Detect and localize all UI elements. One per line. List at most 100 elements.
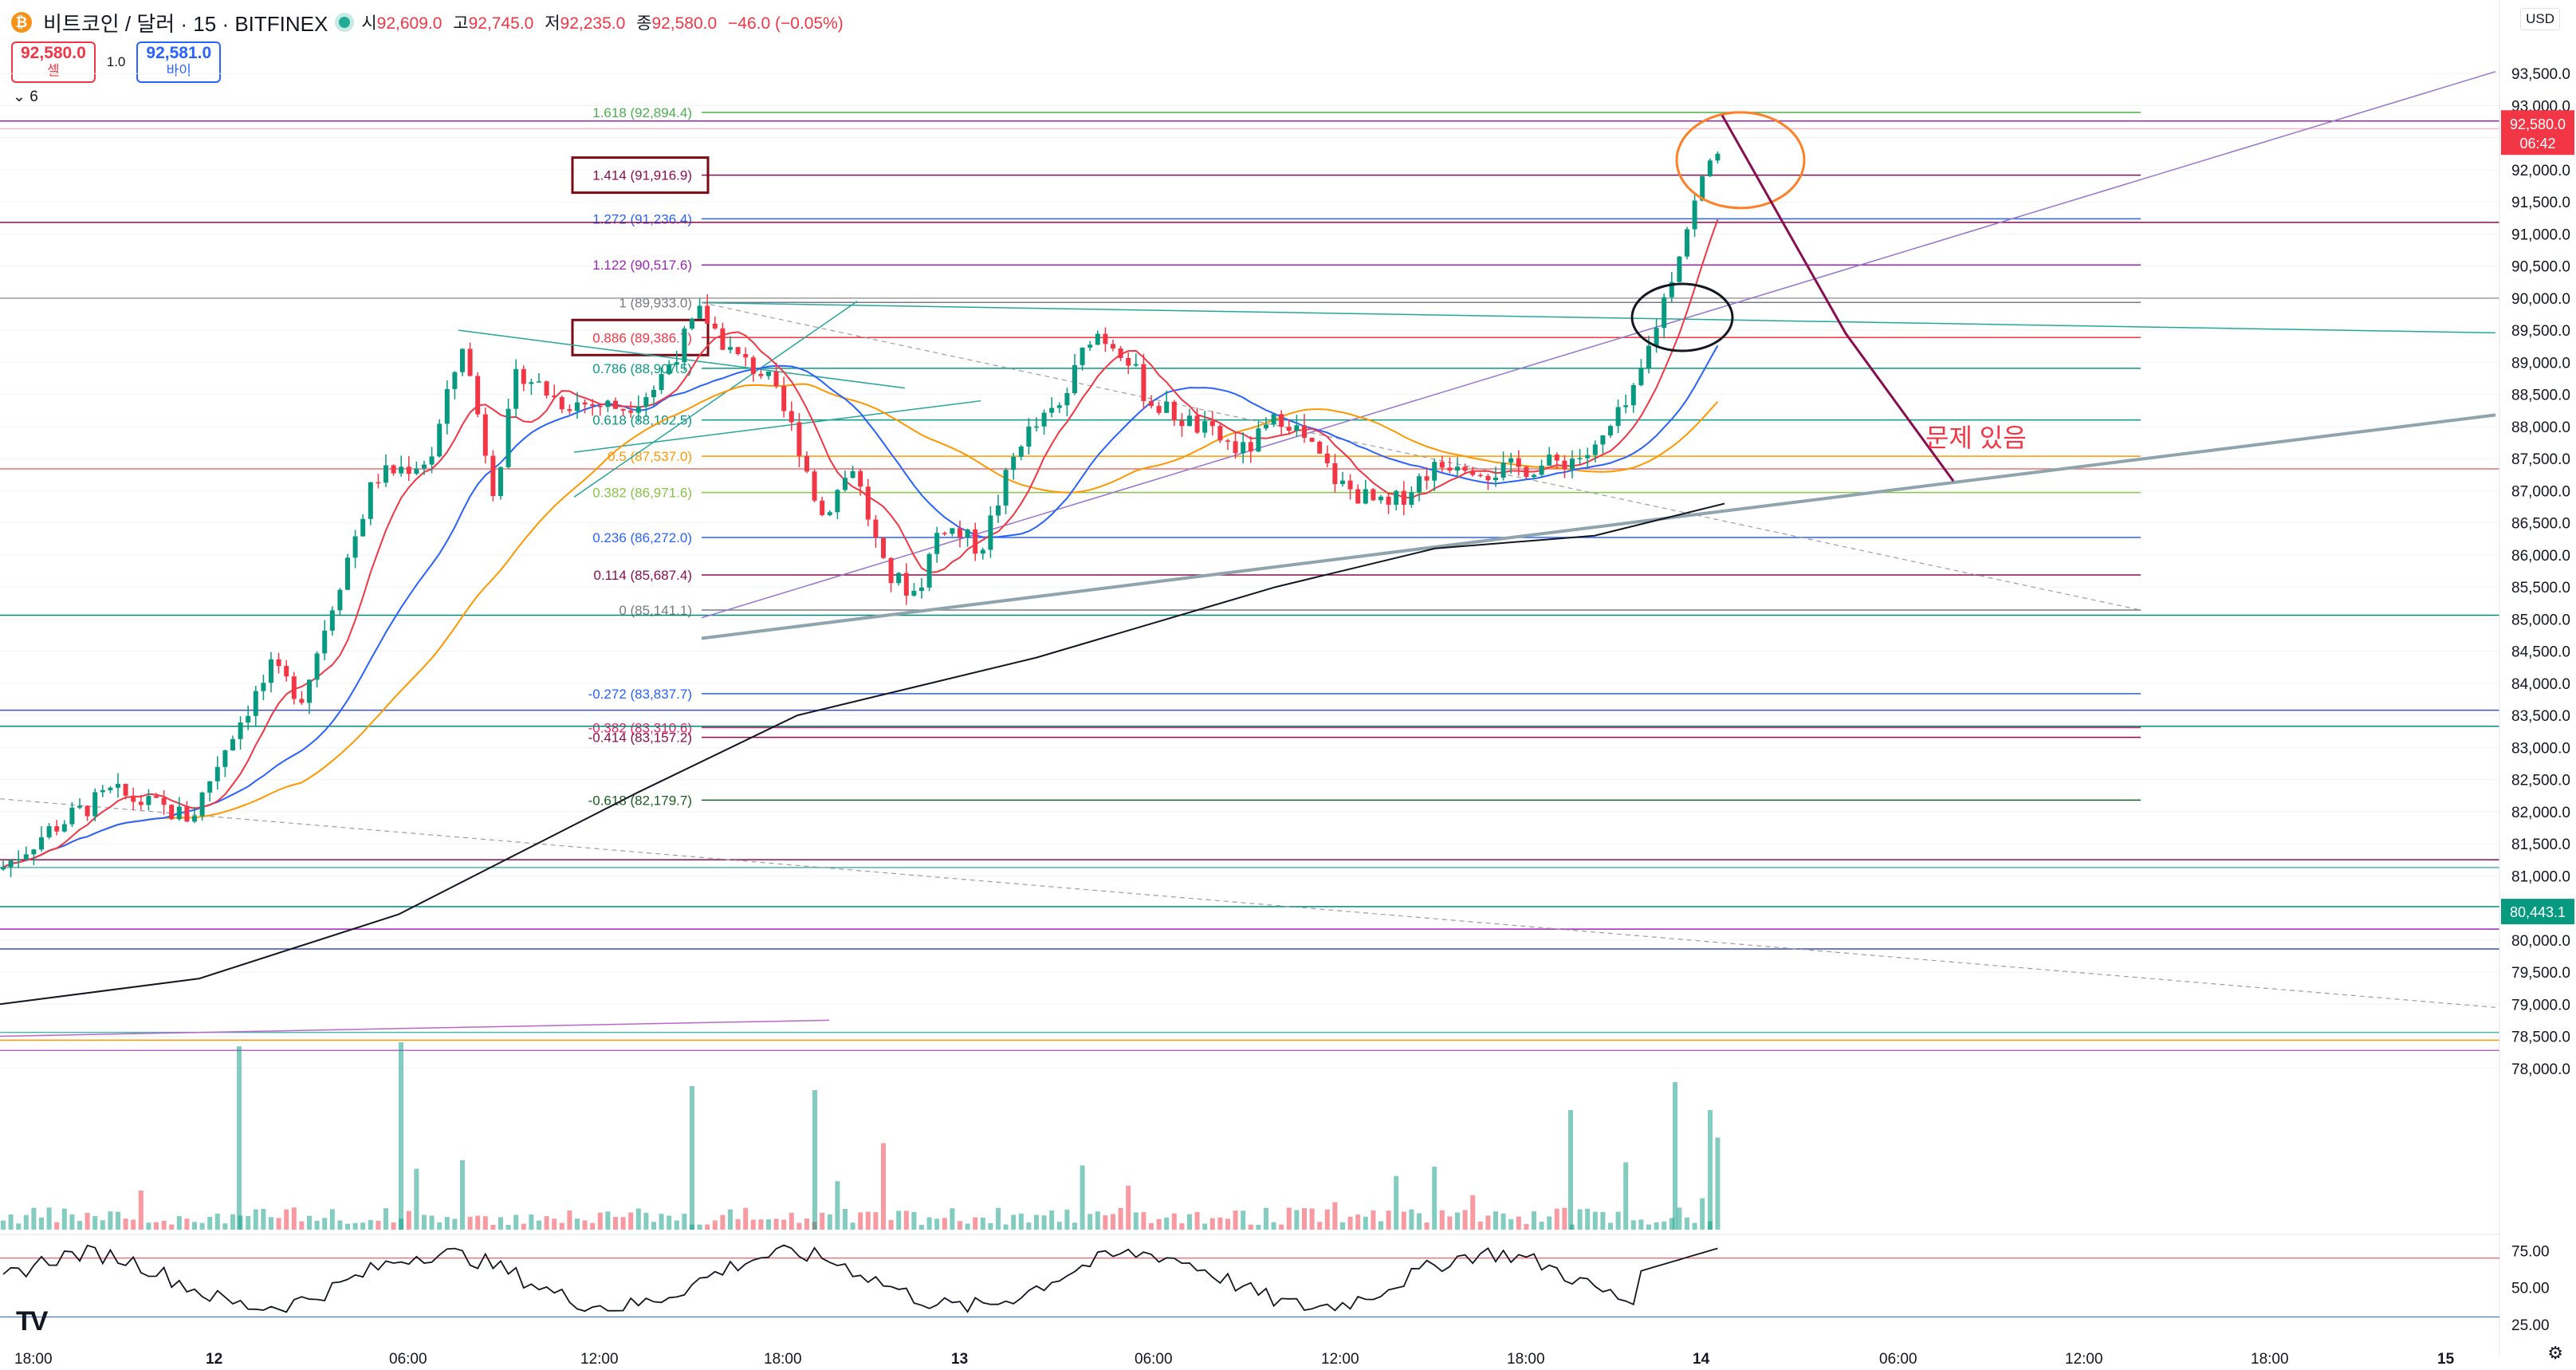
volume-bar xyxy=(429,1215,435,1230)
volume-bar xyxy=(1394,1175,1399,1230)
candle-body xyxy=(835,490,840,513)
candle-body xyxy=(942,533,947,534)
candle-body xyxy=(1477,474,1483,477)
rsi-tick: 50.00 xyxy=(2511,1281,2550,1297)
candle-body xyxy=(31,849,37,855)
volume-bar xyxy=(521,1223,526,1230)
volume-bar xyxy=(1532,1211,1536,1230)
volume-bar xyxy=(46,1207,52,1230)
volume-bar xyxy=(628,1212,634,1230)
candle-body xyxy=(1401,490,1406,505)
volume-bar xyxy=(116,1211,120,1230)
volume-bar xyxy=(911,1211,917,1230)
volume-bar xyxy=(307,1215,312,1230)
volume-bar xyxy=(1241,1211,1246,1230)
volume-bar xyxy=(1095,1211,1100,1230)
volume-bar xyxy=(950,1208,955,1230)
candle-body xyxy=(291,676,297,699)
volume-bar xyxy=(391,1222,396,1230)
candle-body xyxy=(934,533,940,554)
volume-bar xyxy=(1500,1213,1506,1230)
time-tick: 06:00 xyxy=(1135,1351,1173,1368)
candle-body xyxy=(1064,392,1070,406)
volume-bar xyxy=(728,1209,733,1230)
candle-body xyxy=(1149,401,1154,407)
candle-body xyxy=(850,470,855,478)
candle-body xyxy=(697,305,702,319)
gear-icon[interactable]: ⚙ xyxy=(2547,1343,2563,1363)
candle-body xyxy=(597,405,603,407)
volume-bar xyxy=(444,1217,450,1230)
candle-body xyxy=(559,397,564,410)
candle-body xyxy=(529,382,534,384)
price-tick: 85,500.0 xyxy=(2511,580,2570,596)
trend-line xyxy=(0,1019,830,1037)
volume-bar xyxy=(559,1222,564,1230)
volume-bar xyxy=(958,1221,962,1230)
volume-bar xyxy=(735,1218,741,1230)
volume-bar xyxy=(1149,1222,1154,1230)
candle-body xyxy=(1156,406,1162,413)
volume-bar xyxy=(1669,1218,1674,1230)
volume-bar xyxy=(1034,1214,1039,1230)
candle-body xyxy=(865,486,871,520)
volume-bar xyxy=(383,1208,388,1230)
sell-button[interactable]: 92,580.0 셀 xyxy=(11,41,96,83)
candle-body xyxy=(437,423,442,457)
candle-body xyxy=(176,806,182,820)
fib-level-label: -0.272 (83,837.7) xyxy=(588,687,692,702)
currency-button[interactable]: USD xyxy=(2520,8,2560,30)
fib-level-label: 0.618 (88,102.5) xyxy=(592,413,692,428)
candle-body xyxy=(1562,460,1567,470)
volume-bar xyxy=(1187,1214,1192,1230)
volume-bar xyxy=(697,1224,702,1230)
volume-bar xyxy=(1294,1210,1300,1230)
volume-bar xyxy=(1516,1216,1521,1230)
volume-bar xyxy=(552,1218,557,1230)
candle-body xyxy=(705,305,710,324)
volume-bar xyxy=(567,1211,572,1230)
candle-body xyxy=(352,536,358,558)
price-tick: 83,500.0 xyxy=(2511,708,2570,725)
candle-body xyxy=(513,368,519,409)
fib-level-label: 1.272 (91,236.4) xyxy=(592,211,692,226)
volume-bar xyxy=(903,1211,909,1230)
volume-bar xyxy=(873,1212,879,1230)
candle-body xyxy=(667,364,672,375)
candle-body xyxy=(376,482,381,484)
volume-bar xyxy=(176,1216,182,1230)
volume-bar xyxy=(368,1219,373,1230)
ma-50-line xyxy=(2,344,1719,868)
candle-body xyxy=(1271,414,1276,425)
candle-body xyxy=(192,816,197,822)
candle-body xyxy=(16,859,22,861)
marker-price-value: 80,443.1 xyxy=(2510,904,2566,920)
volume-bar xyxy=(261,1208,266,1230)
volume-bar xyxy=(1592,1211,1598,1230)
volume-bar xyxy=(1217,1217,1223,1230)
price-tick: 79,000.0 xyxy=(2511,997,2570,1014)
candle-body xyxy=(789,411,794,423)
symbol-title[interactable]: 비트코인 / 달러 · 15 · BITFINEX xyxy=(43,11,328,36)
candle-body xyxy=(728,347,733,350)
volume-bar xyxy=(23,1214,29,1230)
time-tick: 14 xyxy=(1693,1351,1710,1368)
candle-body xyxy=(230,738,235,751)
volume-bar xyxy=(750,1219,756,1230)
trend-line xyxy=(701,413,2496,640)
volume-bar xyxy=(1072,1222,1077,1230)
candle-body xyxy=(1187,415,1192,427)
volume-bar xyxy=(1677,1207,1682,1230)
indicators-toggle[interactable]: ⌄ 6 xyxy=(13,88,38,106)
buy-button[interactable]: 92,581.0 바이 xyxy=(136,41,222,83)
volume-bar xyxy=(1179,1223,1185,1230)
candle-body xyxy=(1171,401,1177,421)
highlight-circle xyxy=(1675,111,1806,210)
sell-price: 92,580.0 xyxy=(21,44,86,62)
volume-bar xyxy=(881,1143,886,1230)
volume-bar xyxy=(1386,1211,1391,1230)
price-tick: 93,500.0 xyxy=(2511,66,2570,83)
trend-line xyxy=(573,400,981,453)
current-price-label xyxy=(2501,110,2574,156)
